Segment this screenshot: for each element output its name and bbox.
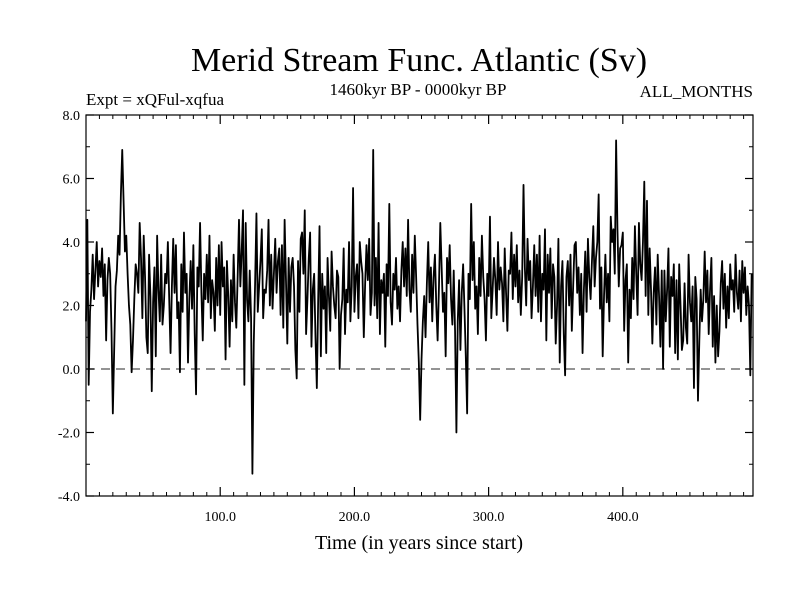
x-tick-label: 400.0 xyxy=(607,510,639,525)
y-tick-label: -2.0 xyxy=(58,427,80,442)
series-line xyxy=(85,139,753,475)
x-tick-label: 200.0 xyxy=(339,510,371,525)
time-range-label: 1460kyr BP - 0000kyr BP xyxy=(330,80,507,99)
y-tick-label: 0.0 xyxy=(63,363,81,378)
y-tick-label: 8.0 xyxy=(63,109,81,124)
y-tick-label: -4.0 xyxy=(58,490,80,505)
x-axis: 100.0 200.0 300.0 400.0 xyxy=(98,115,745,525)
y-tick-label: 4.0 xyxy=(63,236,81,251)
y-tick-label: 6.0 xyxy=(63,173,81,188)
x-tick-label: 100.0 xyxy=(204,510,236,525)
y-axis: -4.0 -2.0 0.0 2.0 4.0 6.0 8.0 xyxy=(58,109,753,505)
experiment-label: Expt = xQFul-xqfua xyxy=(86,90,224,109)
months-label: ALL_MONTHS xyxy=(640,82,753,101)
chart-title: Merid Stream Func. Atlantic (Sv) xyxy=(191,42,647,79)
y-tick-label: 2.0 xyxy=(63,300,81,315)
x-tick-label: 300.0 xyxy=(473,510,505,525)
x-axis-label: Time (in years since start) xyxy=(315,532,523,554)
